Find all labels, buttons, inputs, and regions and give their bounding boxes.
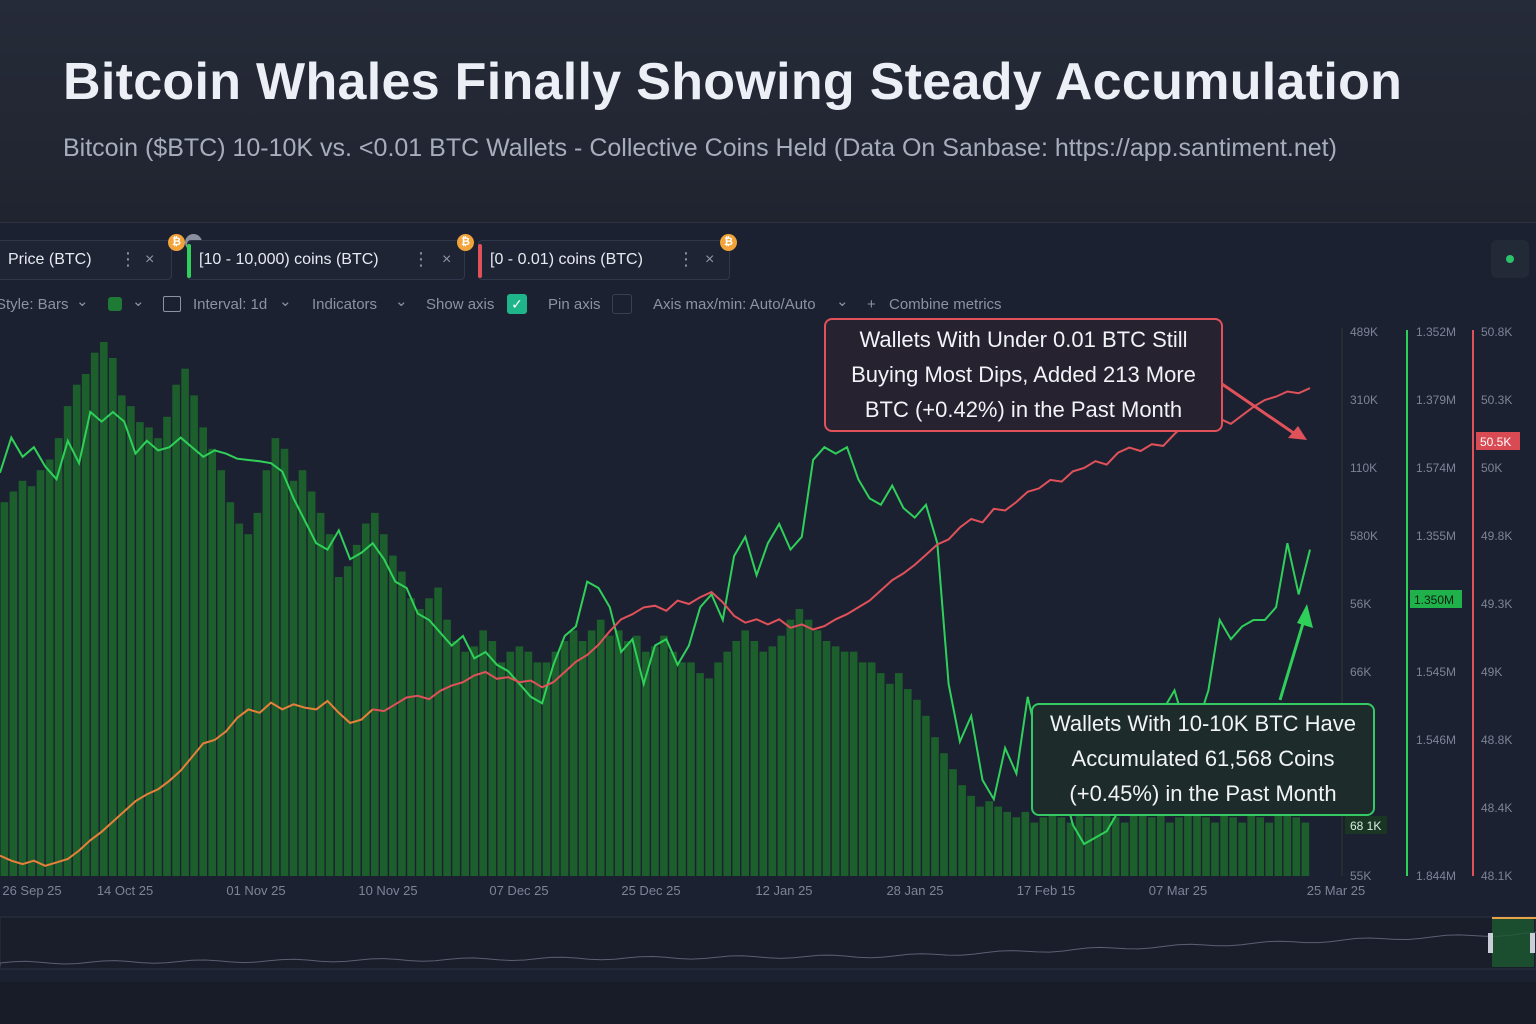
pin-axis-checkbox[interactable] [612, 294, 632, 314]
metric-tab-label: [10 - 10,000) coins (BTC) [199, 251, 379, 268]
axis-maxmin-select[interactable]: Axis max/min: Auto/Auto [653, 296, 816, 313]
style-select[interactable]: Style: Bars [0, 296, 69, 313]
chevron-down-icon[interactable]: ⌄ [836, 293, 849, 310]
color-swatch[interactable] [108, 297, 122, 311]
callout-whales: Wallets With 10-10K BTC Have Accumulated… [1031, 703, 1375, 816]
combine-metrics-button[interactable]: Combine metrics [889, 296, 1002, 313]
callout-line: Accumulated 61,568 Coins [1071, 746, 1335, 771]
indicators-button[interactable]: Indicators [312, 296, 378, 313]
metric-tab-label: Price (BTC) [8, 251, 92, 268]
show-axis-checkbox[interactable]: ✓ [507, 294, 527, 314]
bitcoin-icon: ₿ [720, 234, 737, 251]
live-status-button[interactable] [1491, 240, 1529, 278]
pin-axis-label: Pin axis [548, 296, 601, 313]
callout-line: Wallets With Under 0.01 BTC Still [859, 327, 1188, 352]
more-icon[interactable]: ⋮ [412, 249, 430, 269]
callout-line: BTC (+0.42%) in the Past Month [864, 397, 1183, 422]
check-icon: ✓ [511, 296, 523, 312]
series-color-stripe [187, 244, 191, 278]
chevron-down-icon[interactable]: ⌄ [279, 293, 292, 310]
bitcoin-icon: ₿ [457, 234, 474, 251]
metric-tab-small-wallets[interactable]: [0 - 0.01) coins (BTC) ⋮ × [478, 240, 730, 280]
page-title: Bitcoin Whales Finally Showing Steady Ac… [63, 53, 1403, 111]
chevron-down-icon[interactable]: ⌄ [132, 293, 145, 310]
plus-icon[interactable]: + [867, 296, 876, 313]
close-icon[interactable]: × [442, 251, 452, 268]
chevron-down-icon[interactable]: ⌄ [395, 293, 408, 310]
close-icon[interactable]: × [705, 251, 715, 268]
chart-panel [0, 222, 1536, 983]
callout-small-wallets: Wallets With Under 0.01 BTC Still Buying… [824, 318, 1223, 432]
callout-line: Wallets With 10-10K BTC Have [1049, 711, 1357, 736]
callout-line: Buying Most Dips, Added 213 More [851, 362, 1196, 387]
series-color-stripe [478, 244, 482, 278]
status-dot-icon [1506, 255, 1514, 263]
metric-tab-whales[interactable]: [10 - 10,000) coins (BTC) ⋮ × [187, 240, 465, 280]
header: Bitcoin Whales Finally Showing Steady Ac… [0, 0, 1536, 222]
more-icon[interactable]: ⋮ [119, 249, 137, 269]
interval-icon [163, 296, 181, 312]
more-icon[interactable]: ⋮ [677, 249, 695, 269]
metric-tab-label: [0 - 0.01) coins (BTC) [490, 251, 643, 268]
close-icon[interactable]: × [145, 251, 155, 268]
callout-line: (+0.45%) in the Past Month [1069, 781, 1337, 806]
show-axis-label: Show axis [426, 296, 495, 313]
page-subtitle: Bitcoin ($BTC) 10-10K vs. <0.01 BTC Wall… [63, 134, 1337, 162]
bottom-strip [0, 982, 1536, 1024]
bitcoin-icon: ₿ [168, 234, 185, 251]
metric-tab-price[interactable]: Price (BTC) ⋮ × [0, 240, 172, 280]
chevron-down-icon[interactable]: ⌄ [76, 293, 89, 310]
interval-select[interactable]: Interval: 1d [193, 296, 268, 313]
